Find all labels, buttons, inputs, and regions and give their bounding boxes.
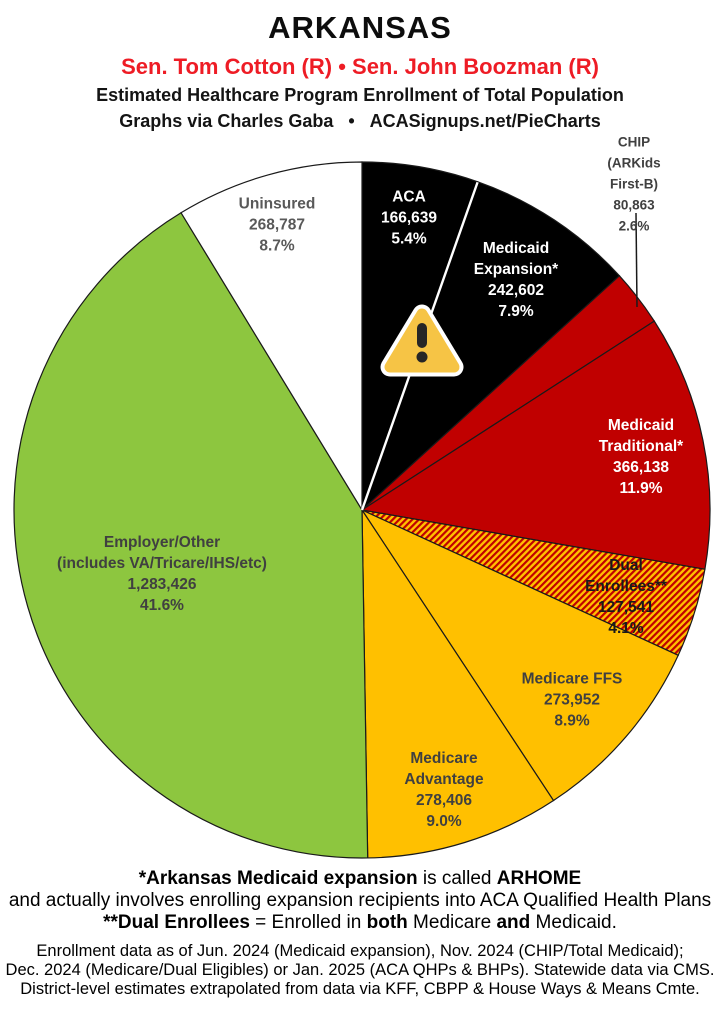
pie-slice-medicaid-expansion [361,181,621,511]
footnote-dual: **Dual Enrollees = Enrolled in both Medi… [103,912,617,933]
pie-slice-medicare-advantage [361,507,555,859]
source-line3: District-level estimates extrapolated fr… [20,980,700,998]
footnote-arhome: *Arkansas Medicaid expansion is called A… [138,868,582,889]
warning-icon [380,304,464,377]
footnotes: *Arkansas Medicaid expansion is called A… [0,868,720,999]
header: ARKANSAS Sen. Tom Cotton (R) • Sen. John… [0,10,720,132]
source-line2: Dec. 2024 (Medicare/Dual Eligibles) or J… [5,961,715,979]
source-note: Enrollment data as of Jun. 2024 (Medicai… [0,942,720,999]
page-title: ARKANSAS [268,10,452,45]
subtitle-line2: Graphs via Charles Gaba • ACASignups.net… [119,111,601,131]
senators-line: Sen. Tom Cotton (R) • Sen. John Boozman … [121,54,599,79]
pie-slice-employer-other [13,211,369,859]
pie-slice-uninsured [180,161,363,513]
pie-slice-medicare-ffs [360,508,680,802]
subtitle-line1: Estimated Healthcare Program Enrollment … [96,85,624,105]
pie-slices [13,161,711,859]
footnote-expansion: and actually involves enrolling expansio… [8,890,712,911]
chip-leader-line [635,212,638,308]
pie-slice-medicaid-traditional [360,320,711,570]
source-line1: Enrollment data as of Jun. 2024 (Medicai… [36,942,684,960]
